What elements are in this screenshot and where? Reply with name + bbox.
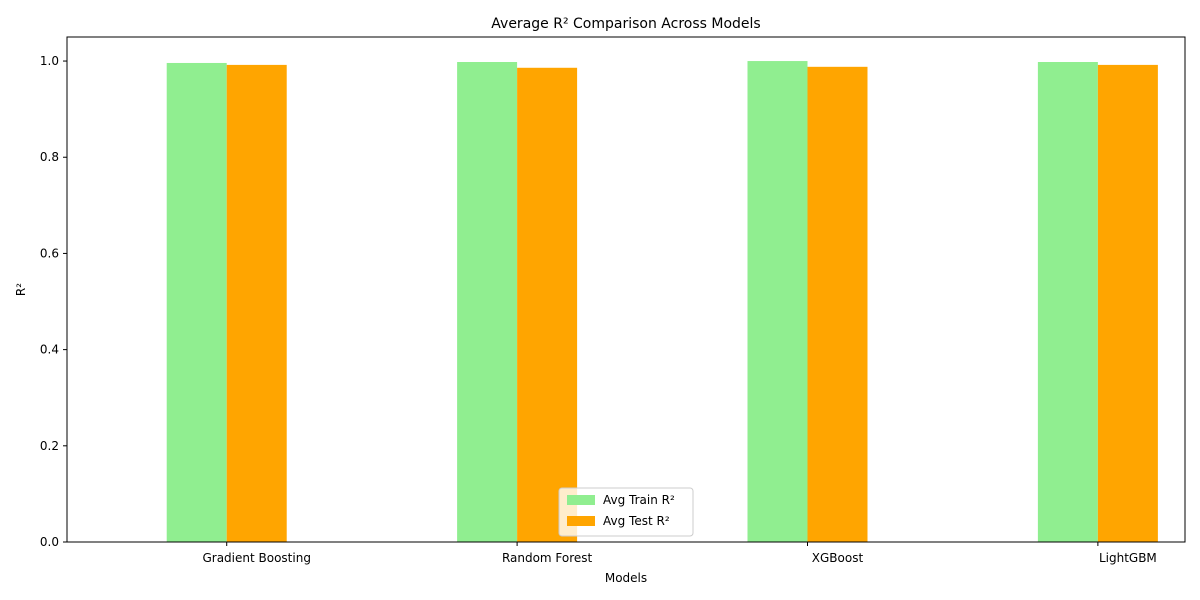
bar-train-gradient-boosting: [166, 62, 227, 542]
bar-train-lightgbm: [1037, 62, 1098, 543]
x-tick-label: XGBoost: [812, 551, 864, 565]
x-tick-label: LightGBM: [1099, 551, 1157, 565]
x-tick-label: Random Forest: [502, 551, 593, 565]
y-axis-label: R²: [14, 283, 28, 296]
y-tick-label: 0.0: [40, 535, 59, 549]
y-tick-label: 0.6: [40, 246, 59, 260]
x-axis-label: Models: [605, 571, 647, 585]
legend-label: Avg Train R²: [603, 493, 675, 507]
legend-swatch: [567, 516, 595, 526]
y-tick-label: 1.0: [40, 54, 59, 68]
bar-train-xgboost: [747, 61, 808, 543]
bar-test-xgboost: [807, 66, 868, 543]
axes-frame: [66, 36, 1186, 543]
legend-label: Avg Test R²: [603, 514, 670, 528]
bar-test-random-forest: [517, 67, 578, 543]
plot-area: 0.0 0.2 0.4 0.6 0.8 1.0 Gradient Boosting Rando…: [40, 36, 1186, 565]
legend-swatch: [567, 495, 595, 505]
legend: Avg Train R² Avg Test R²: [558, 487, 694, 537]
chart-title: Average R² Comparison Across Models: [491, 16, 760, 32]
x-tick-label: Gradient Boosting: [202, 551, 310, 565]
y-tick-label: 0.4: [40, 343, 59, 357]
bar-test-gradient-boosting: [226, 64, 287, 543]
y-tick-label: 0.8: [40, 150, 59, 164]
y-tick-label: 0.2: [40, 439, 59, 453]
bar-train-random-forest: [457, 62, 518, 543]
bar-test-lightgbm: [1097, 64, 1158, 543]
